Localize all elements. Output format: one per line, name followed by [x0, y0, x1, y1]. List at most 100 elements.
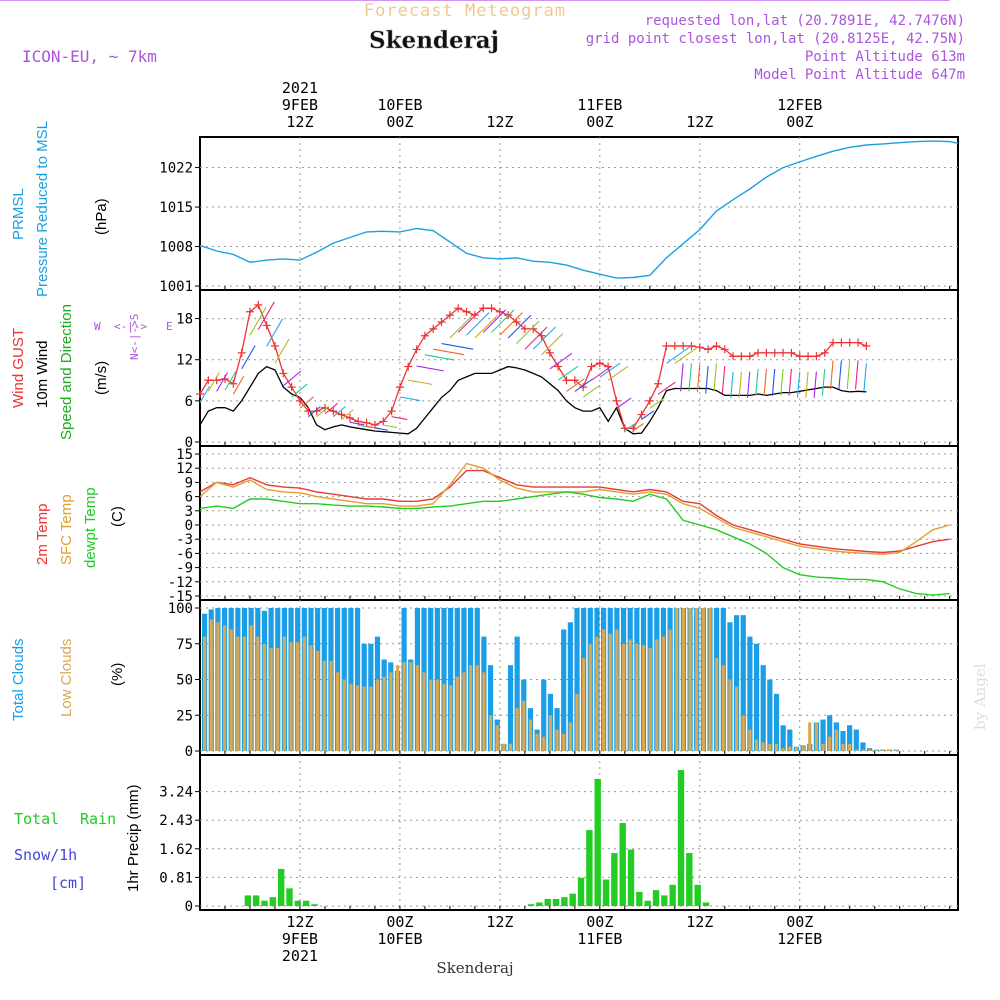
- wind-direction-arrow: [738, 371, 742, 398]
- top-time-label: 12Z: [686, 113, 713, 131]
- wind-direction-arrow: [641, 410, 655, 420]
- rain-bar: [611, 853, 618, 906]
- low-cloud-bar: [887, 749, 892, 751]
- chart-title: Forecast Meteogram: [364, 1, 566, 21]
- wind-direction-arrow: [666, 346, 690, 364]
- low-cloud-bar: [728, 679, 732, 751]
- low-cloud-bar: [748, 729, 752, 751]
- low-cloud-bar: [801, 745, 805, 751]
- rain-bar: [294, 900, 302, 906]
- bottom-time-label: 12Z: [286, 913, 313, 931]
- low-cloud-bar: [282, 636, 286, 751]
- low-cloud-bar: [508, 743, 513, 751]
- low-cloud-bar: [774, 743, 779, 751]
- total-cloud-label: Total Clouds: [10, 638, 27, 721]
- direction-label: Speed and Direction: [58, 304, 75, 440]
- low-cloud-bar: [595, 636, 599, 751]
- low-cloud-bar: [209, 619, 213, 751]
- low-cloud-bar: [355, 685, 360, 751]
- low-cloud-bar: [375, 679, 380, 751]
- rain-bar: [261, 900, 268, 906]
- wind-direction-arrow: [349, 421, 365, 426]
- y-tick-label: 1.62: [159, 842, 193, 858]
- rain-bar: [527, 904, 535, 906]
- gust-marker: [679, 342, 688, 350]
- grid-coords: grid point closest lon,lat (20.8125E, 42…: [586, 31, 965, 47]
- gust-marker: [429, 324, 438, 333]
- wind-direction-arrow: [788, 368, 792, 396]
- rain-label: Rain: [80, 810, 116, 828]
- low-cloud-bar: [289, 642, 293, 751]
- gust-marker: [670, 342, 679, 350]
- panel-4: 0 0.81 1.62 2.43 3.24: [159, 754, 959, 915]
- wind-direction-arrow: [599, 362, 621, 378]
- rain-bar: [244, 895, 252, 906]
- gust-marker: [387, 407, 396, 416]
- low-cloud-bar: [854, 749, 858, 751]
- wind-direction-arrow: [524, 326, 548, 350]
- bottom-time-label: 12Z: [486, 913, 513, 931]
- y-tick-label: -6: [176, 546, 193, 562]
- wind-direction-arrow: [582, 384, 601, 398]
- gust-marker: [437, 318, 446, 326]
- wind-direction-arrow: [721, 366, 726, 394]
- low-cloud-bar: [316, 650, 320, 751]
- wind-direction-arrow: [324, 402, 338, 415]
- compass-axis: <-|->: [114, 320, 147, 333]
- low-cloud-bar: [881, 749, 885, 751]
- rain-bar: [311, 904, 318, 906]
- wind-direction-arrow: [332, 406, 346, 418]
- rain-bar: [277, 868, 285, 906]
- total-cloud-bar: [760, 665, 766, 751]
- gust-marker: [287, 383, 296, 392]
- rain-bar: [644, 900, 651, 906]
- gust-marker: [495, 307, 504, 316]
- low-cloud-bar: [329, 660, 333, 751]
- total-cloud-bar: [827, 715, 833, 751]
- wind-direction-arrow: [274, 338, 290, 364]
- gust-marker: [812, 352, 821, 361]
- requested-coords: requested lon,lat (20.7891E, 42.7476N): [645, 13, 965, 29]
- rain-bar: [619, 823, 626, 906]
- panel-0: 1001 1008 1015 1022: [159, 136, 959, 295]
- y-tick-label: 0: [185, 899, 193, 915]
- y-tick-label: 2.43: [159, 813, 193, 829]
- total-cloud-bar: [541, 679, 547, 751]
- gust-marker: [787, 348, 796, 357]
- low-cloud-bar: [781, 748, 785, 751]
- top-time-label: 12Z: [286, 113, 313, 131]
- panel-frame: [199, 136, 959, 291]
- low-cloud-bar: [741, 715, 745, 751]
- bottom-time-label: 11FEB: [577, 930, 622, 948]
- low-cloud-bar: [668, 629, 672, 751]
- low-cloud-bar: [814, 722, 818, 751]
- low-cloud-bar: [336, 672, 340, 751]
- wind-direction-arrow: [813, 371, 817, 398]
- wind-direction-arrow: [282, 370, 302, 387]
- rain-bar: [569, 893, 576, 906]
- low-cloud-bar: [575, 693, 579, 751]
- wind-direction-arrow: [341, 409, 354, 420]
- gust-marker: [704, 345, 713, 354]
- gust-marker: [345, 414, 354, 422]
- top-time-label: 11FEB: [577, 96, 622, 114]
- panel-frame: [199, 289, 959, 447]
- wind-direction-arrow: [854, 360, 859, 390]
- low-cloud-bar: [841, 743, 845, 751]
- low-cloud-bar: [495, 725, 499, 751]
- wind-unit: (m/s): [93, 361, 110, 395]
- temp-line-1: [199, 462, 950, 556]
- low-cloud-bar: [256, 636, 260, 751]
- y-tick-label: 6: [185, 490, 193, 506]
- low-cloud-bar: [768, 743, 772, 751]
- compass-ns: N<-|->S: [128, 314, 141, 360]
- total-cloud-bar: [753, 643, 760, 751]
- wind-direction-arrow: [316, 406, 330, 418]
- rain-bar: [561, 897, 568, 906]
- wind-direction-arrow: [705, 366, 709, 394]
- low-cloud-bar: [236, 636, 240, 751]
- low-cloud-bar: [435, 679, 439, 751]
- gust-marker: [254, 300, 263, 309]
- bottom-time-label: 9FEB: [282, 930, 318, 948]
- y-tick-label: 0.81: [159, 870, 193, 886]
